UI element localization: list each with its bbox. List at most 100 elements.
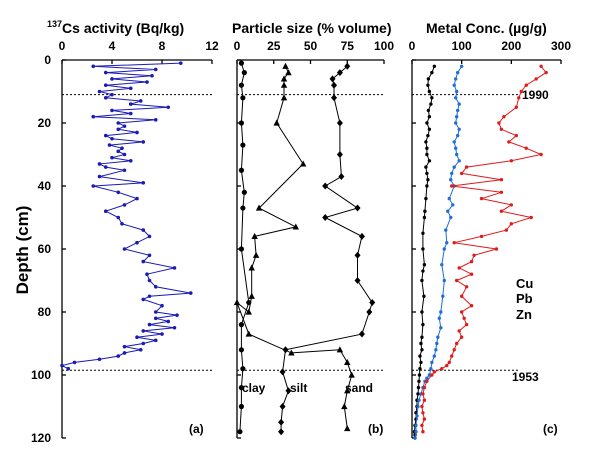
panel-c-series-Cu-point-37: [417, 373, 422, 377]
panel-a-series-0-point-28: [116, 149, 121, 154]
panel-b-x-tick-label-0: 0: [234, 39, 241, 53]
panel-b-series-circle-point-14: [238, 385, 245, 391]
panel-c-series-Zn-point-21: [509, 203, 514, 207]
panel-b-series-diamond-point-19: [285, 387, 292, 395]
panel-b-series-triangle-point-4: [280, 94, 288, 101]
panel-a-series-0-point-0: [178, 61, 183, 65]
panel-c-series-Pb-point-32: [439, 326, 443, 330]
panel-c-series-Cu-point-20: [424, 196, 428, 201]
panel-a-series-0-point-10: [110, 92, 114, 97]
panel-b-series-triangle-point-5: [273, 119, 280, 126]
panel-a-series-0-point-22: [135, 130, 139, 135]
panel-c-series-Zn-point-26: [479, 234, 484, 239]
panel-c-series-Pb-point-21: [451, 203, 455, 207]
panel-b-series-triangle-point-14: [233, 299, 241, 306]
panel-c-series-Pb-point-4: [455, 89, 459, 94]
panel-c-series-Cu-point-3: [426, 83, 430, 87]
panel-c-series-Zn-point-11: [507, 140, 511, 144]
panel-c-series-Pb-point-34: [435, 341, 439, 346]
panel-a-series-0-point-54: [188, 291, 193, 295]
panel-b-series-diamond-point-15: [366, 308, 373, 316]
panel-c-series-Pb-point-10: [457, 127, 461, 131]
panel-a-series-0-point-37: [91, 184, 96, 188]
panel-c-series-Cu-point-17: [425, 171, 429, 176]
panel-a-series-0-point-11: [103, 96, 108, 100]
panel-b-series-triangle-point-19: [348, 371, 355, 378]
panel-b-series-diamond-point-22: [278, 428, 285, 436]
panel-c-series-Pb-point-14: [455, 152, 459, 157]
panel-c-series-Zn-point-7: [502, 115, 506, 119]
panel-b-series-triangle-point-2: [280, 75, 288, 82]
panel-b-series-triangle-point-15: [245, 330, 252, 337]
panel-c-series-Zn-point-58: [421, 430, 425, 434]
panel-a-series-0-point-3: [103, 70, 108, 75]
panel-b-series-circle-point-11: [238, 322, 245, 328]
panel-c-series-Pb-point-7: [455, 108, 460, 113]
panel-c-series-Pb-point-1: [455, 70, 460, 75]
panel-c-series-Cu-point-35: [419, 360, 423, 365]
panel-c-series-Cu-point-2: [426, 77, 431, 81]
panel-c-series-Zn-point-56: [422, 417, 427, 421]
panel-b-series-diamond-point-8: [322, 182, 329, 190]
panel-a-series-0-point-74: [72, 360, 77, 365]
ref-label-1953: 1953: [512, 370, 539, 384]
panel-c-series-Zn-point-20: [479, 196, 484, 201]
panel-b-series-circle-point-15: [238, 403, 245, 410]
panel-c-series-Zn-point-52: [421, 392, 425, 396]
panel-c-x-tick-label-100: 100: [452, 39, 472, 53]
annotation-sand: sand: [345, 381, 373, 395]
panel-a-series-0-point-39: [135, 196, 139, 201]
panel-a-series-0-point-40: [122, 203, 127, 207]
panel-a-tag: (a): [189, 422, 204, 436]
panel-b-series-triangle-point-6: [299, 160, 307, 167]
panel-a-series-0-point-34: [122, 168, 127, 173]
panel-c-series-Pb-point-6: [457, 102, 461, 106]
panel-a-series-0-point-9: [97, 89, 102, 94]
panel-b-series-diamond-point-5: [336, 119, 343, 127]
panel-c-series-Pb-point-31: [437, 316, 442, 320]
panel-a-series-0-point-30: [110, 155, 114, 160]
panel-c-series-Cu-point-23: [421, 231, 425, 235]
panel-c-series-Pb-point-15: [457, 159, 461, 163]
panel-a-series-0-point-70: [138, 348, 143, 352]
panel-c-series-Pb-point-47: [414, 423, 418, 428]
panel-a-series-0-point-45: [147, 234, 152, 239]
panel-c-series-Cu-point-16: [424, 165, 428, 169]
panel-c-series-Pb-point-36: [432, 354, 437, 358]
panel-a-series-0-point-65: [160, 332, 164, 336]
panel-a-x-tick-label-4: 4: [109, 39, 116, 53]
panel-b-series-diamond-point-3: [331, 81, 338, 89]
panel-c-x-tick-label-300: 300: [551, 39, 571, 53]
panel-a-series-0-point-56: [141, 297, 146, 302]
panel-a-series-0-point-19: [116, 121, 121, 125]
panel-c-series-Pb-point-28: [442, 278, 446, 283]
panel-c-series-Zn-point-19: [499, 190, 504, 194]
panel-c-series-Zn-point-14: [509, 159, 514, 163]
panel-c-series-Pb-point-37: [430, 360, 434, 365]
panel-c-series-Zn-point-35: [459, 294, 464, 298]
panel-b-series-triangle-point-13: [245, 308, 252, 315]
panel-c-series-Zn-point-42: [455, 341, 459, 346]
panel-c-series-Cu-point-40: [416, 392, 420, 396]
panel-c-x-tick-label-0: 0: [409, 39, 416, 53]
panel-b-series-triangle-point-8: [292, 223, 299, 230]
panel-c-series-Pb-point-12: [452, 140, 456, 144]
panel-a-series-0-point-15: [110, 108, 114, 113]
panel-a-series-0-point-17: [91, 114, 96, 119]
panel-c-series-Pb-point-48: [414, 430, 418, 434]
panel-c-series-Cu-point-22: [422, 215, 427, 220]
y-tick-label-0: 0: [44, 53, 51, 67]
panel-a-series-0-point-29: [122, 152, 127, 157]
panel-a-series-0-point-6: [145, 80, 149, 84]
y-tick-label-40: 40: [38, 179, 52, 193]
panel-b-x-tick-label-50: 50: [304, 39, 318, 53]
panel-c-series-Cu-point-6: [429, 102, 433, 106]
panel-c-tag: (c): [543, 422, 558, 436]
panel-b-series-diamond-point-14: [369, 299, 376, 307]
panel-c-series-Zn-point-32: [469, 272, 474, 276]
panel-b-series-diamond-line: [280, 65, 373, 432]
panel-c-series-Cu-point-7: [426, 108, 431, 113]
panel-c-series-Zn-point-22: [499, 209, 504, 213]
panel-c-series-Pb-point-30: [439, 310, 443, 314]
